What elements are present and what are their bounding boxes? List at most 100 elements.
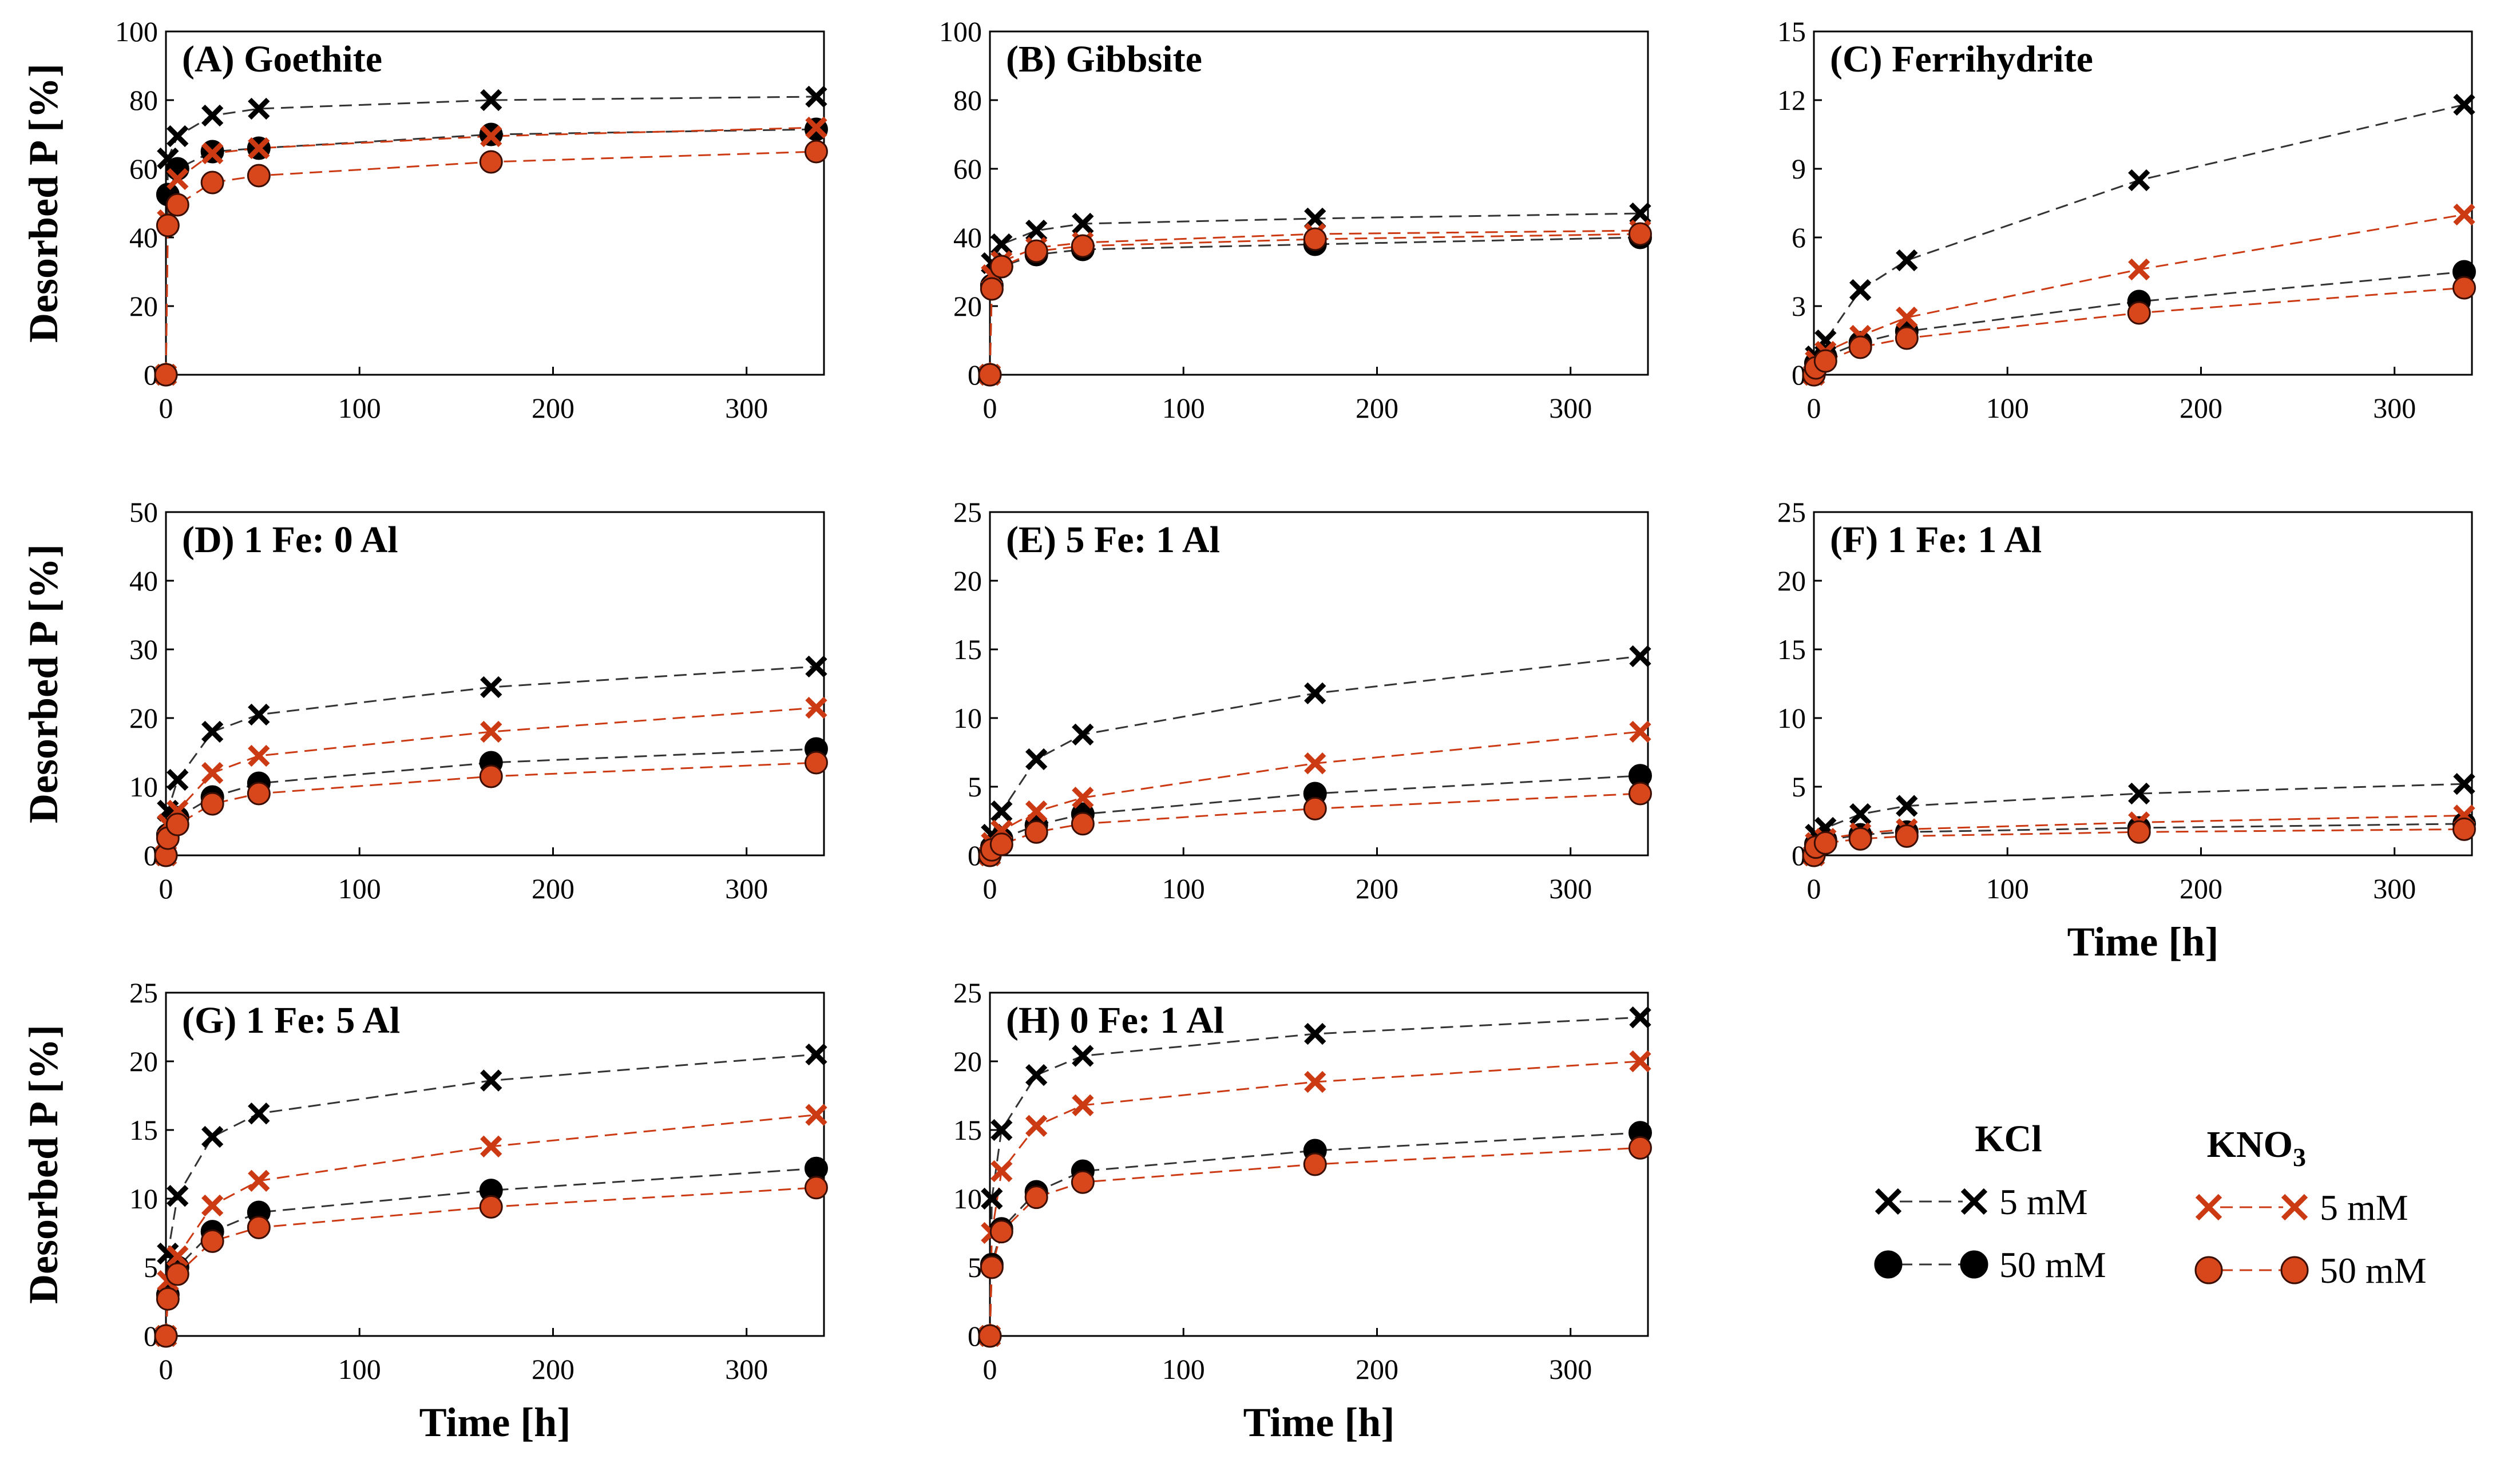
x-marker-stroke <box>248 703 270 726</box>
x-tick-label: 0 <box>159 392 173 424</box>
x-marker-stroke <box>248 744 270 767</box>
x-marker-stroke <box>167 168 189 191</box>
point-kno3-50mm <box>200 170 224 195</box>
legend-marker <box>1960 1250 1988 1279</box>
x-tick-label: 0 <box>983 392 997 424</box>
point-kcl-5mm <box>248 703 270 726</box>
y-tick-label: 15 <box>129 1114 158 1146</box>
x-marker-stroke <box>1849 803 1872 826</box>
point-kno3-50mm <box>989 1220 1013 1244</box>
point-kno3-50mm <box>804 1176 828 1200</box>
y-tick-label: 5 <box>968 1251 982 1283</box>
x-tick-label: 100 <box>1986 392 2029 424</box>
x-tick-label: 100 <box>338 392 381 424</box>
plot-frame <box>989 992 1649 1337</box>
legend-marker <box>1875 1188 1902 1215</box>
y-tick-label: 5 <box>968 771 982 803</box>
point-kno3-5mm <box>2453 203 2475 226</box>
point-kcl-5mm <box>1025 219 1048 242</box>
y-tick-label: 20 <box>953 290 982 322</box>
panel-title: (E) 5 Fe: 1 Al <box>1006 519 1220 561</box>
panel-title: (C) Ferrihydrite <box>1830 38 2093 80</box>
point-kcl-5mm <box>2128 782 2150 805</box>
point-kno3-50mm <box>479 1195 503 1219</box>
point-kno3-5mm <box>1072 1094 1094 1116</box>
point-kno3-5mm <box>480 125 502 148</box>
y-tick-label: 40 <box>953 221 982 253</box>
y-tick-label: 3 <box>1792 290 1806 322</box>
point-kno3-50mm <box>1071 234 1095 258</box>
y-tick-label: 40 <box>129 565 158 597</box>
point-kno3-50mm <box>154 1324 178 1348</box>
point-kcl-5mm <box>480 676 502 699</box>
y-tick-label: 100 <box>939 15 982 47</box>
point-kno3-5mm <box>201 142 224 165</box>
y-tick-label: 25 <box>1777 496 1806 528</box>
point-kno3-50mm <box>479 764 503 788</box>
panel-title: (B) Gibbsite <box>1006 38 1202 80</box>
y-tick-label: 20 <box>953 565 982 597</box>
plot-frame <box>1813 30 2473 376</box>
y-tick-label: 40 <box>129 221 158 253</box>
x-marker-stroke <box>201 762 224 784</box>
point-kcl-5mm <box>201 1125 224 1148</box>
x-marker-stroke <box>990 1119 1013 1141</box>
x-marker-stroke <box>1304 682 1326 704</box>
x-marker-stroke <box>167 125 189 148</box>
panel-title: (D) 1 Fe: 0 Al <box>182 519 398 561</box>
x-marker-stroke <box>1025 800 1048 823</box>
x-marker-stroke <box>2453 93 2475 116</box>
point-kno3-50mm <box>1024 239 1048 263</box>
point-kno3-50mm <box>1303 796 1327 820</box>
y-tick-label: 5 <box>144 1251 158 1283</box>
y-tick-label: 25 <box>129 977 158 1009</box>
x-marker-stroke <box>248 1169 270 1192</box>
point-kno3-50mm <box>247 1215 271 1239</box>
x-marker-stroke <box>990 233 1013 256</box>
x-tick-label: 200 <box>532 873 574 905</box>
point-kcl-5mm <box>201 720 224 743</box>
x-tick-label: 100 <box>1986 873 2029 905</box>
point-kcl-5mm <box>1849 803 1872 826</box>
x-marker-stroke <box>2195 1193 2222 1221</box>
point-kcl-5mm <box>2453 773 2475 795</box>
point-kno3-50mm <box>479 150 503 174</box>
x-marker-stroke <box>2281 1193 2308 1221</box>
legend-marker <box>2281 1193 2308 1221</box>
point-kno3-5mm <box>201 762 224 784</box>
x-tick-label: 200 <box>532 1353 574 1385</box>
point-kcl-5mm <box>480 89 502 112</box>
x-marker-stroke <box>157 1242 179 1265</box>
point-kcl-5mm <box>1629 1006 1651 1029</box>
point-kno3-50mm <box>200 1229 224 1253</box>
point-kcl-5mm <box>167 768 189 791</box>
panel-title: (F) 1 Fe: 1 Al <box>1830 519 2042 561</box>
legend-kno3-title-sub: 3 <box>2293 1143 2306 1172</box>
x-marker-stroke <box>2453 773 2475 795</box>
x-marker-stroke <box>1025 219 1048 242</box>
x-marker-stroke <box>990 1160 1013 1183</box>
point-kno3-5mm <box>167 168 189 191</box>
x-tick-label: 200 <box>1356 873 1398 905</box>
x-marker-stroke <box>1025 1064 1048 1087</box>
point-kcl-5mm <box>990 800 1013 823</box>
y-tick-label: 20 <box>953 1045 982 1077</box>
x-tick-label: 0 <box>159 873 173 905</box>
y-tick-label: 25 <box>953 977 982 1009</box>
x-marker-stroke <box>805 1043 827 1066</box>
point-kcl-5mm <box>1896 795 1918 817</box>
point-kno3-5mm <box>990 1160 1013 1183</box>
point-kno3-5mm <box>1304 752 1326 775</box>
point-kno3-50mm <box>2452 276 2476 300</box>
x-axis-title: Time [h] <box>2067 919 2219 965</box>
x-marker-stroke <box>1072 212 1094 235</box>
point-kcl-5mm <box>167 125 189 148</box>
point-kcl-5mm <box>1629 645 1651 668</box>
point-kcl-5mm <box>1072 212 1094 235</box>
point-kno3-50mm <box>156 1287 180 1311</box>
x-tick-label: 100 <box>338 1353 381 1385</box>
y-tick-label: 10 <box>953 702 982 734</box>
